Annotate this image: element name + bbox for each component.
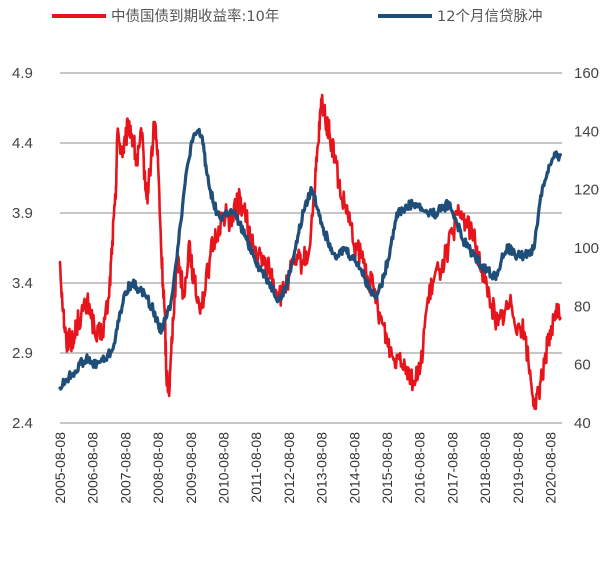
y-left-tick-label: 4.9 xyxy=(12,65,33,82)
x-tick-label: 2012-08-08 xyxy=(281,432,297,504)
series-layer xyxy=(58,93,562,411)
y-right-tick-label: 120 xyxy=(574,182,599,199)
x-tick-label: 2015-08-08 xyxy=(379,432,395,504)
y-right-axis: 40 60 80 100 120 140 160 xyxy=(574,65,599,432)
y-left-axis: 2.4 2.9 3.4 3.9 4.4 4.9 xyxy=(12,65,33,432)
legend-label-credit-impulse: 12个月信贷脉冲 xyxy=(437,8,542,25)
y-left-tick-label: 3.4 xyxy=(12,275,33,292)
series-line-bond-yield xyxy=(58,93,562,411)
series-line-credit-impulse xyxy=(58,127,562,391)
gridlines xyxy=(60,72,562,424)
y-right-tick-label: 140 xyxy=(574,123,599,140)
y-right-tick-label: 60 xyxy=(574,357,591,374)
y-right-tick-label: 40 xyxy=(574,415,591,432)
y-right-tick-label: 160 xyxy=(574,65,599,82)
x-tick-label: 2016-08-08 xyxy=(412,432,428,504)
x-tick-label: 2017-08-08 xyxy=(444,432,460,504)
x-tick-label: 2018-08-08 xyxy=(477,432,493,504)
x-tick-label: 2005-08-08 xyxy=(52,432,68,504)
x-tick-label: 2019-08-08 xyxy=(510,432,526,504)
legend-label-bond-yield: 中债国债到期收益率:10年 xyxy=(111,8,279,25)
x-tick-label: 2007-08-08 xyxy=(117,432,133,504)
y-left-tick-label: 4.4 xyxy=(12,135,33,152)
y-left-tick-label: 2.4 xyxy=(12,415,33,432)
y-right-tick-label: 80 xyxy=(574,298,591,315)
x-tick-label: 2010-08-08 xyxy=(216,432,232,504)
x-tick-label: 2006-08-08 xyxy=(85,432,101,504)
y-left-tick-label: 2.9 xyxy=(12,345,33,362)
x-axis: 2005-08-08 2006-08-08 2007-08-08 2008-08-08… xyxy=(52,432,559,504)
x-tick-label: 2013-08-08 xyxy=(314,432,330,504)
x-tick-label: 2020-08-08 xyxy=(543,432,559,504)
legend: 中债国债到期收益率:10年 12个月信贷脉冲 xyxy=(52,8,542,25)
x-tick-label: 2014-08-08 xyxy=(346,432,362,504)
x-tick-label: 2008-08-08 xyxy=(150,432,166,504)
y-right-tick-label: 100 xyxy=(574,240,599,257)
x-tick-label: 2011-08-08 xyxy=(248,432,264,503)
x-tick-label: 2009-08-08 xyxy=(183,432,199,504)
y-left-tick-label: 3.9 xyxy=(12,205,33,222)
